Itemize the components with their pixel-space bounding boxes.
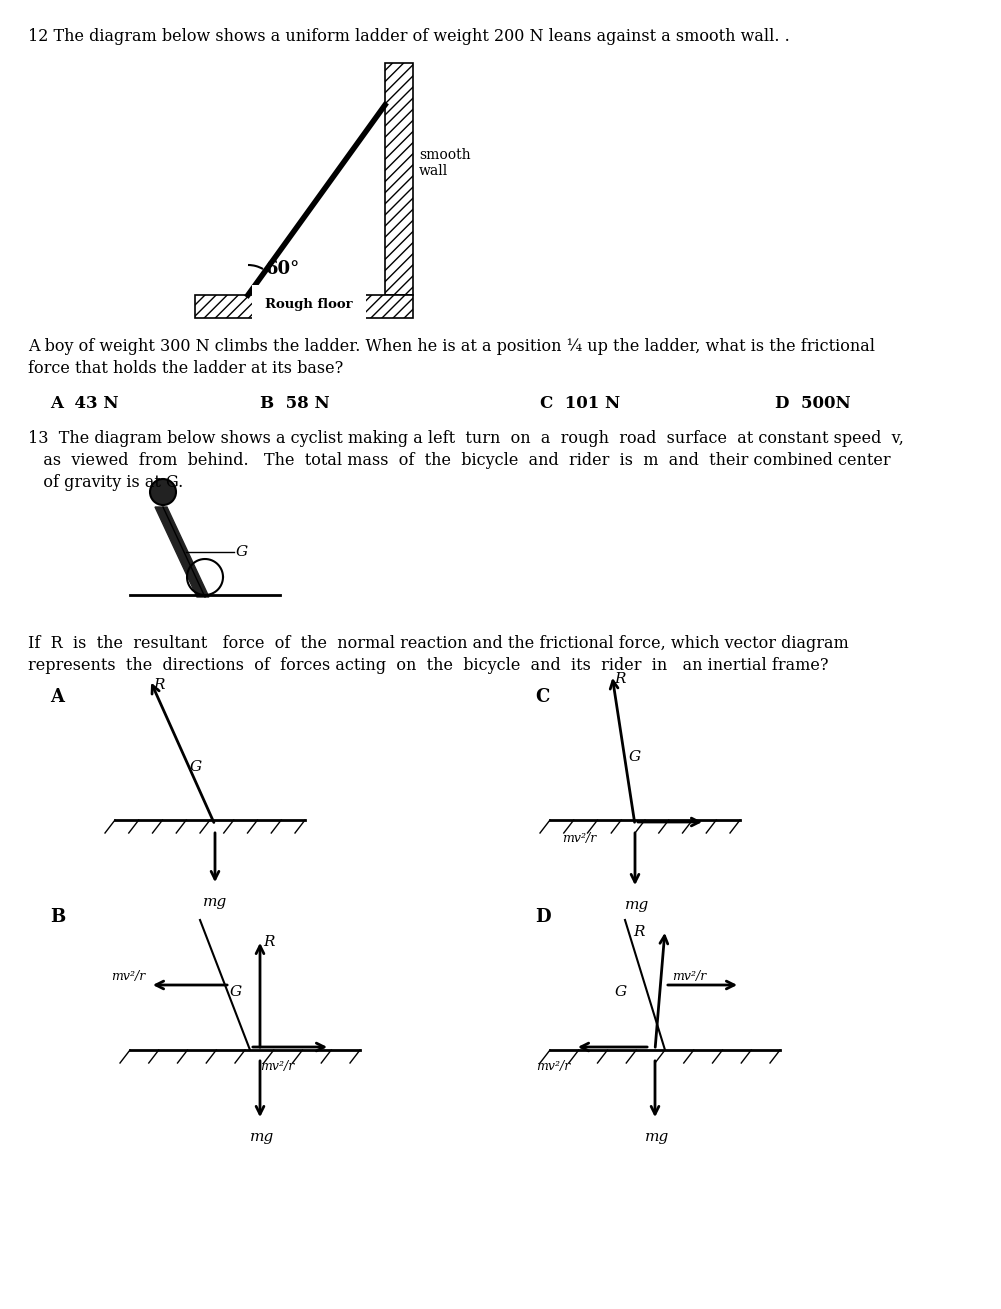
Text: R: R (153, 678, 164, 692)
Text: of gravity is at G.: of gravity is at G. (28, 474, 183, 491)
Bar (195, 295, 413, 318)
Text: mg: mg (203, 895, 227, 908)
Text: 60°: 60° (266, 260, 300, 278)
Text: G: G (190, 759, 202, 774)
Text: If  R  is  the  resultant   force  of  the  normal reaction and the frictional f: If R is the resultant force of the norma… (28, 635, 849, 652)
Text: D: D (535, 908, 551, 925)
Text: mg: mg (625, 898, 650, 912)
Text: mv²/r: mv²/r (536, 1060, 570, 1073)
Text: R: R (263, 935, 274, 949)
Text: R: R (634, 925, 645, 939)
Text: mg: mg (250, 1130, 274, 1144)
Text: as  viewed  from  behind.   The  total mass  of  the  bicycle  and  rider  is  m: as viewed from behind. The total mass of… (28, 452, 891, 469)
Text: Rough floor: Rough floor (265, 298, 352, 312)
Text: smooth
wall: smooth wall (419, 148, 470, 178)
Text: mv²/r: mv²/r (260, 1060, 294, 1073)
Text: G: G (230, 984, 242, 999)
Text: G: G (236, 545, 248, 559)
Text: R: R (614, 672, 626, 686)
Text: force that holds the ladder at its base?: force that holds the ladder at its base? (28, 360, 343, 377)
Text: represents  the  directions  of  forces acting  on  the  bicycle  and  its  ride: represents the directions of forces acti… (28, 657, 829, 674)
Text: C  101 N: C 101 N (540, 395, 621, 412)
Text: A: A (50, 689, 64, 706)
Circle shape (150, 479, 176, 505)
Text: mv²/r: mv²/r (111, 970, 145, 983)
Text: G: G (615, 984, 627, 999)
Text: mv²/r: mv²/r (562, 833, 597, 846)
Text: mv²/r: mv²/r (672, 970, 707, 983)
Text: A boy of weight 300 N climbs the ladder. When he is at a position ¼ up the ladde: A boy of weight 300 N climbs the ladder.… (28, 338, 875, 355)
Text: B: B (50, 908, 65, 925)
Text: G: G (629, 750, 641, 764)
Text: C: C (535, 689, 550, 706)
Text: B  58 N: B 58 N (260, 395, 329, 412)
Text: D  500N: D 500N (775, 395, 851, 412)
Text: 12 The diagram below shows a uniform ladder of weight 200 N leans against a smoo: 12 The diagram below shows a uniform lad… (28, 27, 790, 45)
Text: 13  The diagram below shows a cyclist making a left  turn  on  a  rough  road  s: 13 The diagram below shows a cyclist mak… (28, 429, 904, 446)
Polygon shape (155, 507, 209, 597)
Text: mg: mg (645, 1130, 670, 1144)
Bar (385, 63, 413, 295)
Text: A  43 N: A 43 N (50, 395, 118, 412)
